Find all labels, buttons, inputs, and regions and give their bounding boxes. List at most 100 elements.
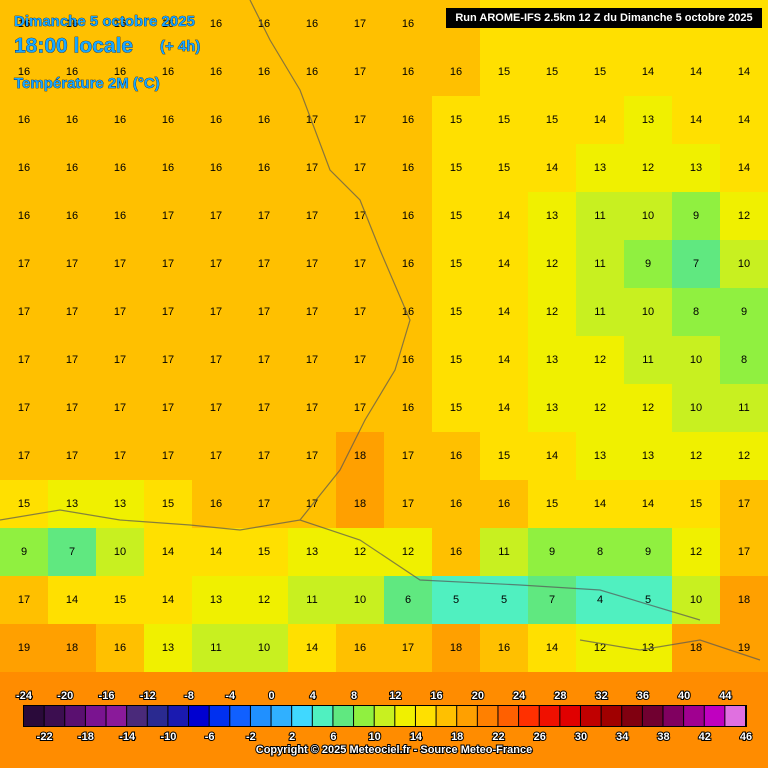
temperature-value: 5: [501, 594, 507, 606]
temperature-value: 16: [66, 162, 78, 174]
temperature-cell: [288, 480, 336, 528]
run-info: Run AROME-IFS 2.5km 12 Z du Dimanche 5 o…: [455, 12, 752, 24]
legend-label: 24: [513, 690, 526, 702]
temperature-cell: [288, 528, 336, 576]
legend-label: -6: [205, 731, 215, 743]
temperature-cell: [624, 192, 672, 240]
temperature-cell: [336, 432, 384, 480]
temperature-cell: [288, 288, 336, 336]
legend-label: -22: [37, 731, 53, 743]
temperature-value: 17: [18, 354, 30, 366]
legend-label: 40: [678, 690, 690, 702]
legend-label: -10: [160, 731, 176, 743]
temperature-value: 14: [690, 114, 702, 126]
temperature-value: 17: [354, 258, 366, 270]
temperature-cell: [528, 624, 576, 672]
temperature-cell: [48, 240, 96, 288]
legend-swatch: [333, 706, 354, 726]
temperature-cell: [528, 528, 576, 576]
temperature-cell: [672, 192, 720, 240]
temperature-cell: [720, 240, 768, 288]
temperature-cell: [624, 480, 672, 528]
temperature-value: 8: [597, 546, 603, 558]
temperature-cell: [672, 48, 720, 96]
temperature-value: 14: [642, 498, 654, 510]
temperature-cell: [672, 624, 720, 672]
temperature-cell: [480, 192, 528, 240]
temperature-value: 10: [690, 354, 702, 366]
temperature-value: 17: [162, 354, 174, 366]
temperature-value: 16: [450, 66, 462, 78]
temperature-value: 14: [594, 498, 606, 510]
grid: 16 16 16 16 16 16 16 17 16 16 15 15 15 15 14 14 16 16 16 16…: [0, 0, 768, 672]
temperature-cell: [384, 240, 432, 288]
temperature-cell: [672, 144, 720, 192]
temperature-value: 16: [66, 114, 78, 126]
temperature-value: 8: [741, 354, 747, 366]
legend-swatch: [168, 706, 189, 726]
legend-label: -20: [57, 690, 73, 702]
temperature-cell: [528, 576, 576, 624]
temperature-value: 17: [306, 258, 318, 270]
temperature-value: 17: [114, 402, 126, 414]
legend-label: 34: [616, 731, 629, 743]
temperature-cell: [576, 576, 624, 624]
temperature-cell: [144, 96, 192, 144]
temperature-cell: [336, 624, 384, 672]
temperature-value: 16: [402, 18, 414, 30]
temperature-value: 14: [690, 66, 702, 78]
temperature-value: 17: [402, 450, 414, 462]
temperature-value: 17: [114, 306, 126, 318]
temperature-cell: [480, 240, 528, 288]
legend-label: 2: [289, 731, 295, 743]
temperature-value: 15: [450, 114, 462, 126]
temperature-value: 18: [450, 642, 462, 654]
temperature-value: 16: [306, 66, 318, 78]
temperature-value: 12: [594, 354, 606, 366]
temperature-cell: [96, 192, 144, 240]
temperature-value: 13: [162, 642, 174, 654]
temperature-value: 15: [546, 114, 558, 126]
temperature-value: 12: [690, 450, 702, 462]
legend-swatch: [44, 706, 65, 726]
temperature-cell: [528, 384, 576, 432]
temperature-cell: [336, 480, 384, 528]
temperature-value: 16: [402, 66, 414, 78]
temperature-cell: [480, 96, 528, 144]
temperature-value: 16: [258, 162, 270, 174]
temperature-value: 14: [546, 642, 558, 654]
temperature-cell: [192, 96, 240, 144]
temperature-value: 6: [405, 594, 411, 606]
legend-swatch: [106, 706, 127, 726]
temperature-cell: [480, 288, 528, 336]
temperature-cell: [336, 240, 384, 288]
temperature-value: 16: [306, 18, 318, 30]
temperature-cell: [576, 240, 624, 288]
temperature-cell: [48, 384, 96, 432]
temperature-value: 14: [642, 66, 654, 78]
temperature-cell: [240, 0, 288, 48]
legend: -24 -20 -16 -12 -8 -4 0 4 8 12 16 20 24 28 32 36 40 44-22…: [15, 689, 753, 744]
temperature-cell: [144, 240, 192, 288]
temperature-cell: [528, 432, 576, 480]
temperature-cell: [192, 240, 240, 288]
temperature-cell: [576, 144, 624, 192]
temperature-cell: [480, 480, 528, 528]
temperature-value: 11: [594, 210, 605, 222]
temperature-value: 17: [354, 402, 366, 414]
temperature-value: 7: [69, 546, 75, 558]
temperature-value: 7: [693, 258, 699, 270]
temperature-cell: [192, 576, 240, 624]
legend-swatch: [85, 706, 106, 726]
temperature-cell: [672, 432, 720, 480]
temperature-cell: [624, 48, 672, 96]
temperature-value: 14: [594, 114, 606, 126]
temperature-value: 16: [18, 18, 30, 30]
temperature-cell: [576, 528, 624, 576]
temperature-value: 15: [450, 162, 462, 174]
border-line: [579, 639, 761, 661]
temperature-cell: [720, 336, 768, 384]
temperature-value: 15: [498, 450, 510, 462]
temperature-cell: [432, 336, 480, 384]
temperature-cell: [720, 192, 768, 240]
